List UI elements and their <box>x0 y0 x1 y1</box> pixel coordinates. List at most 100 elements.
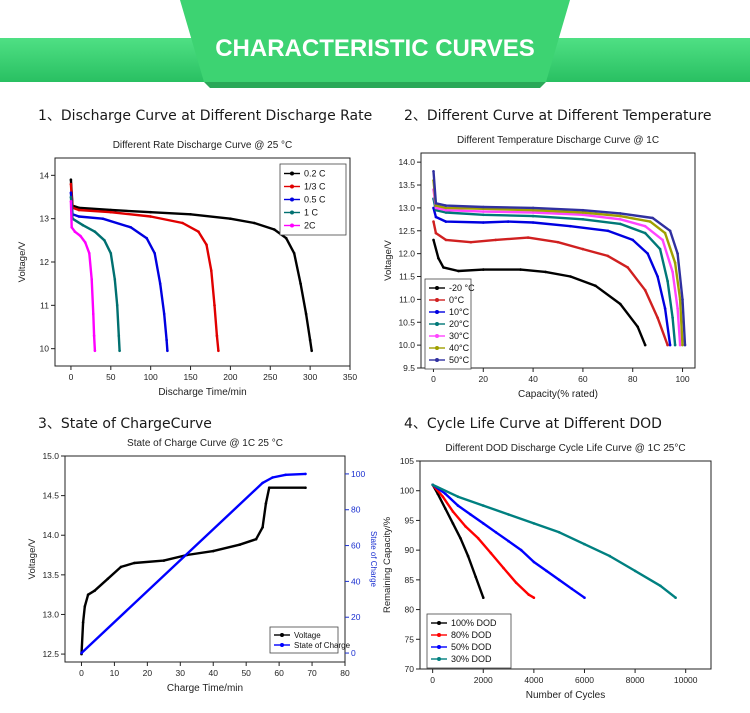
legend-swatch-marker <box>435 346 439 350</box>
data-point <box>581 211 585 214</box>
data-point <box>671 316 674 319</box>
data-point <box>432 238 435 242</box>
legend-swatch-marker <box>435 286 439 290</box>
x-tick-label: 70 <box>307 668 317 678</box>
header-title: CHARACTERISTIC CURVES <box>215 35 535 62</box>
data-point <box>444 492 447 495</box>
data-point <box>526 236 530 239</box>
legend-entry-label: 30% DOD <box>451 654 492 664</box>
data-point <box>70 226 73 229</box>
chart-discharge-rate: Different Rate Discharge Curve @ 25 °C 0 5… <box>17 140 357 398</box>
data-point <box>115 304 119 307</box>
data-point <box>651 216 654 220</box>
y-tick-label: 85 <box>405 575 415 585</box>
series-line-0 <box>432 239 647 346</box>
data-point <box>673 261 677 265</box>
data-point <box>77 206 81 210</box>
y-tick-label: 10 <box>40 344 50 354</box>
header-banner: CHARACTERISTIC CURVES <box>0 0 750 88</box>
data-point <box>84 241 87 244</box>
data-point <box>466 554 470 558</box>
data-point <box>666 343 669 347</box>
legend-entry-label: -20 °C <box>449 283 475 293</box>
data-point <box>434 215 438 219</box>
data-point <box>482 205 485 209</box>
data-point <box>619 218 622 221</box>
data-point <box>507 513 510 516</box>
legend-box <box>269 626 339 654</box>
data-point <box>514 581 518 585</box>
data-point <box>482 522 485 525</box>
legend-swatch-marker <box>290 184 294 189</box>
data-point <box>619 302 622 306</box>
legend-swatch-marker <box>280 643 284 647</box>
data-point <box>619 214 622 218</box>
data-point <box>633 569 637 573</box>
data-point <box>544 270 547 274</box>
y-tick-label: 14 <box>40 170 50 180</box>
data-point <box>217 349 220 353</box>
data-point <box>532 560 536 564</box>
series-line-1 <box>431 484 535 599</box>
data-point <box>118 349 121 353</box>
data-point <box>103 239 106 242</box>
y-tick-label: 105 <box>400 456 414 466</box>
data-point <box>284 473 288 477</box>
y-tick-label: 11.0 <box>399 294 415 304</box>
section-title-cycle-life: 4、Cycle Life Curve at Different DOD <box>404 416 662 432</box>
y-tick-label: 12.0 <box>398 249 415 259</box>
x-tick-label: 30 <box>176 668 186 678</box>
data-point <box>253 221 256 225</box>
data-point <box>681 343 684 347</box>
data-point <box>506 220 510 223</box>
series-line-4 <box>69 201 97 351</box>
data-point <box>81 621 85 624</box>
data-point <box>531 221 535 224</box>
data-point <box>437 256 440 260</box>
data-point <box>474 575 477 579</box>
data-point <box>673 343 677 347</box>
x-tick-label: 8000 <box>626 675 645 685</box>
y-tick-label: 13.0 <box>398 203 415 213</box>
data-point <box>434 204 438 207</box>
legend-entry-label: State of Charge <box>294 641 351 650</box>
data-point <box>442 266 445 269</box>
y-tick-label: 14.0 <box>398 157 415 167</box>
y-tick-label: 10.0 <box>398 340 415 350</box>
data-point <box>583 596 586 599</box>
x-tick-label: 200 <box>223 372 237 382</box>
data-point <box>69 195 73 199</box>
x-tick-label: 40 <box>528 374 538 384</box>
data-point <box>73 230 77 233</box>
data-point <box>557 531 561 534</box>
data-point <box>77 215 81 218</box>
x-tick-label: 40 <box>209 668 219 678</box>
x-tick-label: 100 <box>675 374 689 384</box>
data-point <box>271 476 274 479</box>
data-point <box>476 537 480 540</box>
y-axis-label: Remaining Capacity/% <box>382 516 393 613</box>
data-point <box>119 565 123 569</box>
x-tick-label: 0 <box>69 372 74 382</box>
chart-temperature: Different Temperature Discharge Curve @ … <box>383 135 696 400</box>
data-point <box>456 504 460 507</box>
data-point <box>211 549 215 553</box>
y-tick-label: 12 <box>40 257 50 267</box>
legend-entry-label: 50% DOD <box>451 642 492 652</box>
data-point <box>636 325 639 329</box>
data-point <box>482 504 485 507</box>
data-point <box>659 584 662 588</box>
legend-swatch-marker <box>437 621 441 625</box>
x-tick-label: 4000 <box>524 675 543 685</box>
chart-title: State of Charge Curve @ 1C 25 °C <box>127 438 283 449</box>
data-point <box>581 247 585 251</box>
data-point <box>162 559 166 562</box>
x-tick-label: 80 <box>340 668 350 678</box>
data-point <box>608 554 612 558</box>
data-point <box>482 268 485 271</box>
data-point <box>106 577 110 581</box>
data-point <box>648 220 652 223</box>
legend-swatch-marker <box>435 334 439 338</box>
data-point <box>153 252 156 255</box>
data-point <box>273 228 276 231</box>
